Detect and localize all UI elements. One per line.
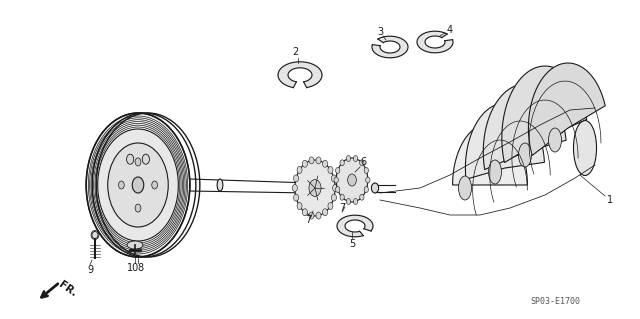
Ellipse shape bbox=[364, 187, 369, 193]
Ellipse shape bbox=[127, 241, 143, 249]
Ellipse shape bbox=[135, 204, 141, 212]
Ellipse shape bbox=[332, 194, 337, 201]
Polygon shape bbox=[372, 36, 408, 58]
Ellipse shape bbox=[323, 160, 328, 167]
Ellipse shape bbox=[297, 203, 302, 210]
Ellipse shape bbox=[108, 143, 168, 227]
Ellipse shape bbox=[360, 194, 364, 200]
Ellipse shape bbox=[309, 157, 314, 164]
Ellipse shape bbox=[323, 209, 328, 216]
Ellipse shape bbox=[132, 177, 144, 193]
Ellipse shape bbox=[295, 160, 335, 216]
Ellipse shape bbox=[297, 167, 302, 174]
Text: 6: 6 bbox=[360, 157, 366, 167]
Ellipse shape bbox=[328, 203, 333, 210]
Ellipse shape bbox=[152, 181, 157, 189]
Text: 1: 1 bbox=[607, 195, 613, 205]
Ellipse shape bbox=[353, 198, 358, 204]
Ellipse shape bbox=[346, 156, 351, 161]
Ellipse shape bbox=[86, 113, 190, 257]
Polygon shape bbox=[529, 63, 605, 155]
Ellipse shape bbox=[135, 158, 141, 166]
Ellipse shape bbox=[92, 232, 98, 239]
Ellipse shape bbox=[217, 179, 223, 191]
Ellipse shape bbox=[360, 160, 364, 166]
Text: 8: 8 bbox=[137, 263, 143, 273]
Ellipse shape bbox=[364, 167, 369, 174]
Ellipse shape bbox=[340, 160, 344, 166]
Ellipse shape bbox=[118, 181, 124, 189]
Polygon shape bbox=[417, 31, 453, 53]
Ellipse shape bbox=[332, 175, 337, 182]
Ellipse shape bbox=[292, 184, 298, 191]
Ellipse shape bbox=[371, 183, 379, 193]
Ellipse shape bbox=[346, 198, 351, 204]
Text: 7: 7 bbox=[305, 215, 311, 225]
Ellipse shape bbox=[98, 129, 179, 241]
Ellipse shape bbox=[336, 158, 368, 202]
Ellipse shape bbox=[335, 167, 340, 174]
Ellipse shape bbox=[348, 174, 356, 186]
Ellipse shape bbox=[334, 177, 339, 183]
Ellipse shape bbox=[316, 212, 321, 219]
Ellipse shape bbox=[328, 167, 333, 174]
Ellipse shape bbox=[365, 177, 370, 183]
Ellipse shape bbox=[488, 160, 502, 184]
Polygon shape bbox=[502, 66, 587, 163]
Ellipse shape bbox=[294, 175, 299, 182]
Ellipse shape bbox=[303, 209, 307, 216]
Text: FR.: FR. bbox=[57, 279, 79, 299]
Text: 3: 3 bbox=[377, 27, 383, 37]
Ellipse shape bbox=[333, 184, 338, 191]
Polygon shape bbox=[337, 215, 373, 237]
Ellipse shape bbox=[309, 180, 321, 197]
Polygon shape bbox=[452, 123, 527, 185]
Text: 7: 7 bbox=[339, 203, 345, 213]
Ellipse shape bbox=[127, 154, 134, 164]
Text: 5: 5 bbox=[349, 239, 355, 249]
Ellipse shape bbox=[573, 121, 596, 175]
Polygon shape bbox=[465, 103, 545, 179]
Text: 10: 10 bbox=[127, 263, 139, 273]
Polygon shape bbox=[278, 62, 322, 88]
Ellipse shape bbox=[316, 157, 321, 164]
Ellipse shape bbox=[309, 212, 314, 219]
Ellipse shape bbox=[458, 176, 472, 200]
Ellipse shape bbox=[340, 194, 344, 200]
Text: 2: 2 bbox=[292, 47, 298, 57]
Ellipse shape bbox=[303, 160, 307, 167]
Text: SP03-E1700: SP03-E1700 bbox=[530, 298, 580, 307]
Text: 9: 9 bbox=[87, 265, 93, 275]
Ellipse shape bbox=[335, 187, 340, 193]
Ellipse shape bbox=[548, 128, 561, 152]
Ellipse shape bbox=[294, 194, 299, 201]
Ellipse shape bbox=[142, 154, 150, 164]
Ellipse shape bbox=[518, 143, 531, 167]
Ellipse shape bbox=[353, 156, 358, 161]
Polygon shape bbox=[483, 84, 566, 170]
Text: 4: 4 bbox=[447, 25, 453, 35]
